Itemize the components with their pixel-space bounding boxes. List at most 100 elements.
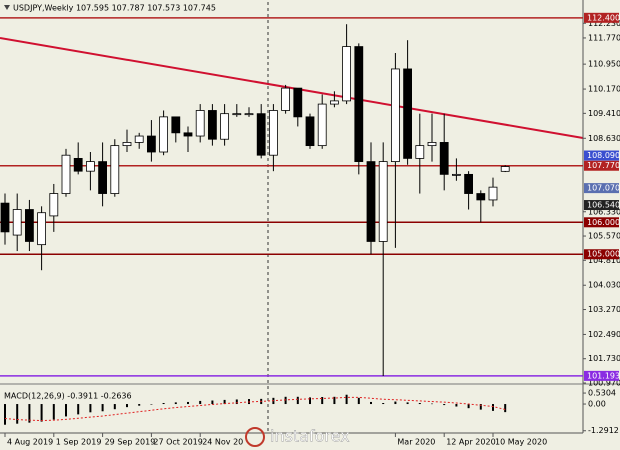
macd-bar — [321, 397, 324, 405]
candle-body — [268, 110, 278, 156]
candle-body — [464, 173, 474, 194]
macd-bar — [382, 403, 385, 405]
price-level-box — [584, 200, 619, 211]
candle-body — [451, 173, 461, 176]
macd-bar — [126, 404, 128, 408]
price-level-label: 101.193 — [587, 371, 620, 380]
candle-body — [366, 161, 376, 242]
macd-bar — [52, 404, 55, 420]
macd-bar — [162, 403, 165, 405]
candle-body — [256, 113, 266, 156]
candle-body — [98, 161, 107, 194]
price-level-box — [584, 370, 619, 381]
candle-body — [500, 166, 510, 172]
macd-bar — [235, 399, 238, 405]
candle-body — [24, 209, 34, 242]
y-tick-label: -1.2912 — [588, 426, 619, 435]
macd-bar — [174, 402, 177, 405]
macd-bar — [492, 404, 494, 411]
macd-bar — [223, 399, 226, 405]
macd-bar — [65, 404, 67, 417]
candle-body — [488, 186, 498, 201]
macd-bar — [431, 403, 433, 405]
candle-body — [159, 116, 169, 153]
candle-body — [403, 68, 413, 159]
y-tick-label: 0.00 — [588, 400, 606, 409]
candle-body — [305, 116, 315, 147]
y-tick-label: 102.490 — [588, 330, 620, 339]
macd-bar — [113, 404, 116, 410]
macd-bar — [16, 404, 19, 424]
watermark: instaforex — [245, 426, 350, 447]
macd-bar — [77, 404, 80, 415]
candle-body — [476, 193, 486, 201]
candle-body — [146, 135, 156, 153]
macd-bar — [443, 404, 446, 406]
candle-body — [12, 209, 22, 236]
price-level-label: 107.770 — [587, 161, 620, 170]
candle-body — [439, 142, 449, 175]
candle-body — [427, 142, 437, 147]
macd-bar — [150, 404, 153, 405]
candle-body — [354, 46, 364, 162]
macd-bar — [357, 397, 360, 405]
candle-body — [281, 87, 291, 111]
price-level-box — [584, 160, 619, 171]
candle-body — [195, 110, 205, 137]
macd-bar — [101, 404, 104, 412]
macd-bar — [504, 404, 507, 413]
candle-body — [293, 87, 303, 118]
candle-body — [171, 116, 181, 134]
candle-body — [378, 161, 388, 242]
price-level-label: 106.540 — [587, 201, 620, 210]
x-tick-label: 29 Sep 2019 — [105, 438, 156, 447]
macd-bar — [394, 401, 397, 405]
candle-body — [244, 113, 254, 116]
macd-bar — [211, 400, 214, 405]
candle-body — [232, 113, 242, 116]
x-tick-label: 4 Aug 2019 — [7, 438, 53, 447]
candle-body — [86, 161, 95, 172]
macd-bar — [89, 404, 92, 413]
price-level-box — [584, 217, 619, 228]
y-tick-label: 109.410 — [588, 109, 620, 118]
macd-bar — [479, 404, 482, 410]
candle-body — [37, 212, 46, 246]
price-level-label: 105.000 — [587, 250, 620, 259]
macd-bar — [296, 396, 299, 405]
macd-bar — [467, 404, 470, 409]
price-level-label: 108.090 — [587, 151, 620, 160]
candle-body — [0, 202, 10, 233]
price-level-box — [584, 249, 619, 260]
macd-bar — [40, 404, 43, 422]
candle-body — [134, 135, 144, 143]
candle-body — [207, 110, 217, 140]
price-level-box — [584, 183, 619, 194]
x-tick-label: 10 May 2020 — [495, 438, 547, 447]
y-tick-label: 111.770 — [588, 33, 620, 42]
x-tick-label: 1 Sep 2019 — [56, 438, 102, 447]
macd-bar — [345, 394, 348, 405]
trend-line — [0, 37, 584, 139]
x-tick-label: Mar 2020 — [397, 438, 435, 447]
y-tick-label: 110.170 — [588, 85, 620, 94]
y-tick-label: 106.330 — [588, 207, 620, 216]
macd-bar — [455, 404, 458, 407]
candle-body — [73, 157, 83, 172]
y-tick-label: 104.810 — [588, 256, 620, 265]
y-tick-label: 108.630 — [588, 134, 620, 143]
price-level-label: 106.000 — [587, 218, 620, 227]
chart-title: USDJPY,Weekly 107.595 107.787 107.573 10… — [13, 4, 216, 13]
candle-body — [317, 103, 327, 147]
candle-body — [415, 145, 425, 159]
macd-bar — [309, 397, 311, 405]
macd-bar — [138, 404, 141, 406]
y-tick-label: 104.030 — [588, 281, 620, 290]
price-level-box — [584, 12, 619, 23]
macd-bar — [406, 402, 409, 405]
watermark-logo — [245, 427, 265, 447]
candle-body — [390, 68, 400, 162]
y-tick-label: 110.950 — [588, 60, 620, 69]
price-level-label: 112.400 — [587, 13, 620, 22]
